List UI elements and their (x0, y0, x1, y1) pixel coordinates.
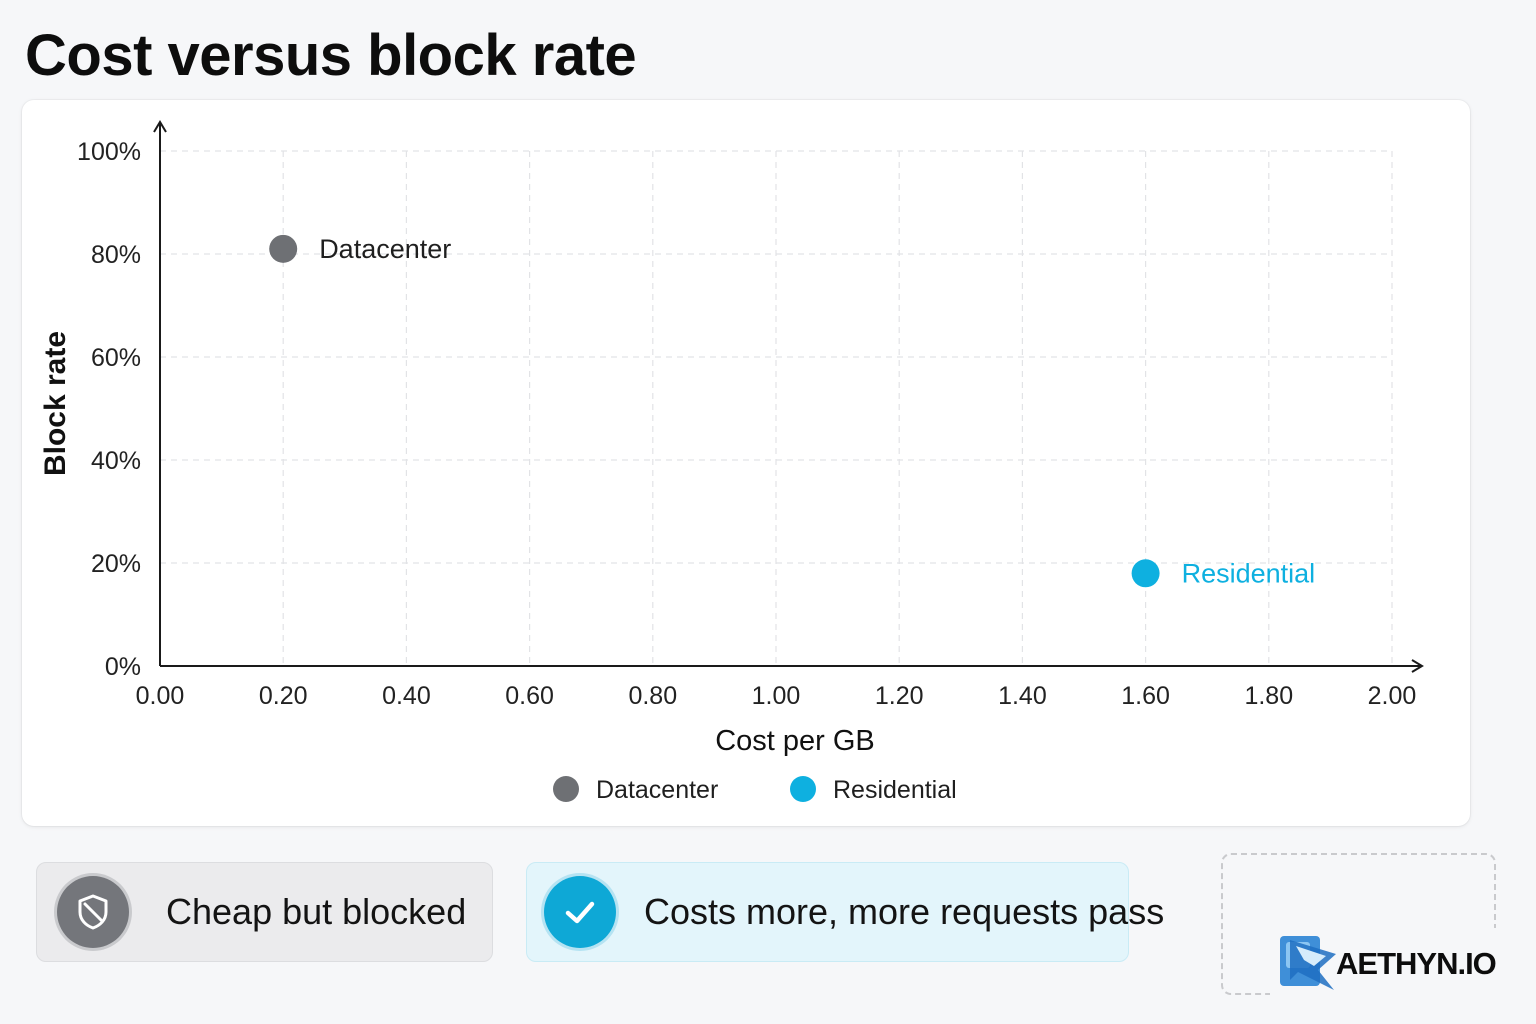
x-tick-label: 0.40 (382, 682, 431, 710)
x-tick-label: 0.80 (628, 682, 677, 710)
data-point-datacenter (269, 234, 298, 263)
x-axis-arrow (1411, 659, 1424, 673)
logo: AETHYN.IO (1270, 928, 1510, 998)
callout-costs-more: Costs more, more requests pass (526, 862, 1164, 962)
y-tick-label: 0% (105, 653, 141, 681)
x-tick-label: 1.80 (1244, 682, 1293, 710)
x-tick-label: 0.60 (505, 682, 554, 710)
callout-text: Costs more, more requests pass (644, 891, 1165, 932)
y-axis-arrow (153, 120, 167, 133)
legend-label-datacenter: Datacenter (596, 776, 718, 804)
y-tick-label: 20% (91, 550, 141, 578)
y-axis-title: Block rate (39, 331, 72, 476)
x-tick-label: 1.20 (875, 682, 924, 710)
shield-off-icon (57, 876, 129, 948)
chart-card: 0% 20% 40% 60% 80% 100% 0.00 0.20 0.40 0.60 0.80 1.… (22, 100, 1470, 826)
x-tick-label: 0.20 (259, 682, 308, 710)
x-tick-label: 1.40 (998, 682, 1047, 710)
x-tick-label: 1.60 (1121, 682, 1170, 710)
page-title: Cost versus block rate (25, 23, 637, 88)
legend-label-residential: Residential (833, 776, 957, 804)
data-point-residential (1131, 559, 1160, 588)
x-tick-label: 2.00 (1368, 682, 1417, 710)
legend-marker-datacenter (553, 776, 579, 802)
data-label-datacenter: Datacenter (319, 234, 451, 264)
data-label-residential: Residential (1182, 558, 1316, 588)
y-tick-label: 40% (91, 447, 141, 475)
y-tick-label: 80% (91, 241, 141, 269)
x-axis-title: Cost per GB (715, 725, 875, 757)
y-tick-label: 60% (91, 344, 141, 372)
aethyn-logo-mark (1280, 936, 1336, 990)
scatter-chart: 0% 20% 40% 60% 80% 100% 0.00 0.20 0.40 0.60 0.80 1.… (39, 120, 1424, 804)
x-tick-label: 1.00 (752, 682, 801, 710)
x-tick-label: 0.00 (136, 682, 185, 710)
y-tick-label: 100% (77, 138, 141, 166)
logo-text: AETHYN.IO (1336, 946, 1497, 981)
callout-text: Cheap but blocked (166, 891, 467, 932)
check-icon (544, 876, 616, 948)
legend-marker-residential (790, 776, 816, 802)
callout-cheap-but-blocked: Cheap but blocked (36, 862, 493, 962)
